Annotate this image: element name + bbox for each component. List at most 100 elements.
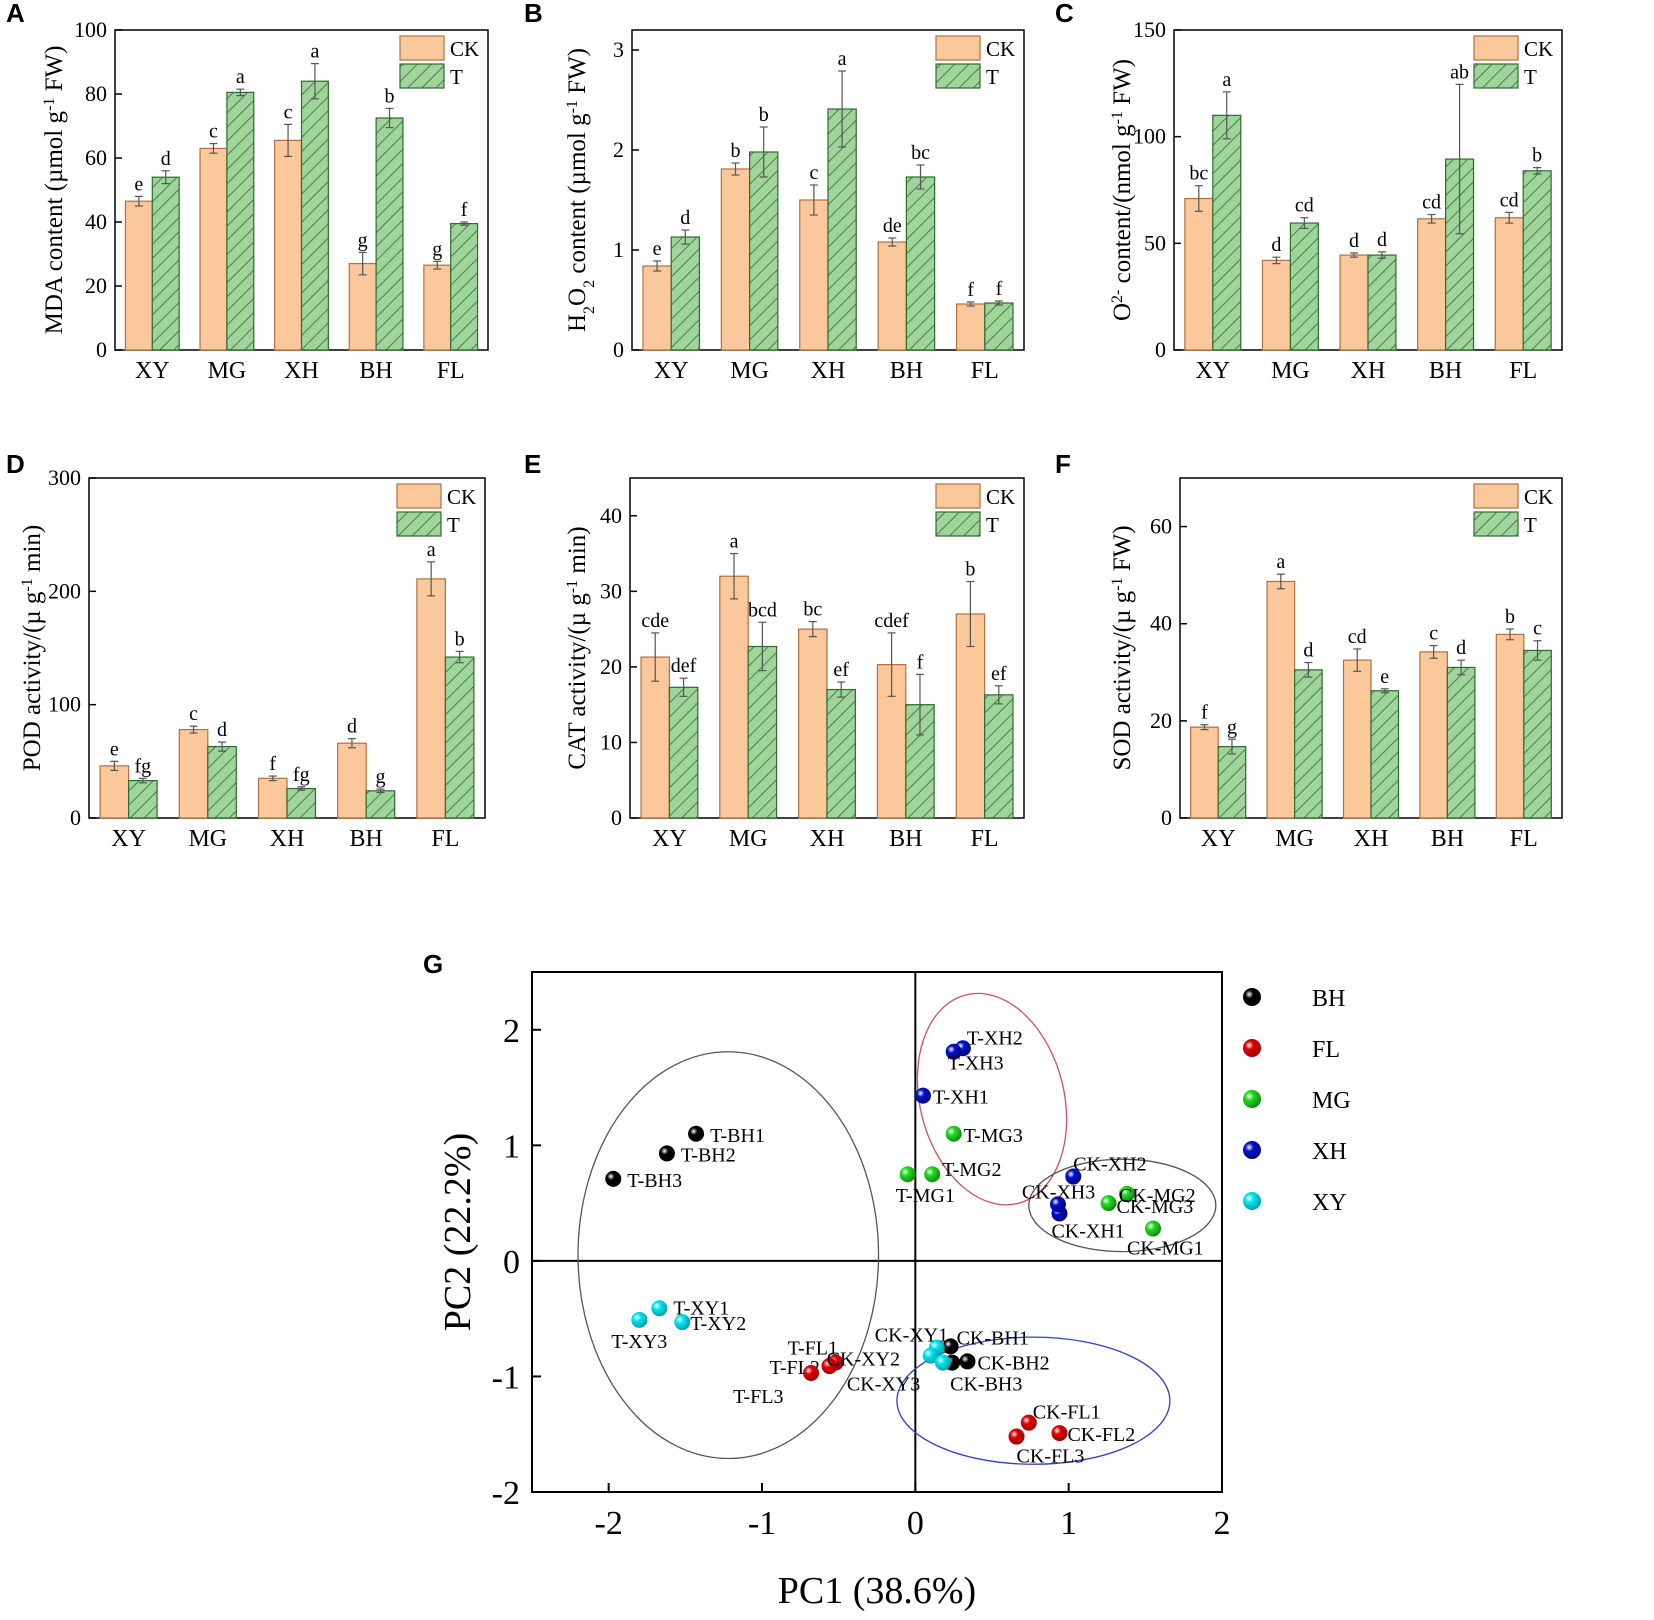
panel-b-y-tick-label: 3 [613, 37, 624, 62]
ellipse-CK-BH-FL [896, 1336, 1171, 1465]
panel-b-y-axis-label: H2O2 content (µmol g-1 FW) [564, 48, 598, 332]
panel-e-bar-ck [719, 575, 749, 819]
panel-a-significance-letter: a [236, 66, 245, 88]
panel-d-significance-letter: e [110, 738, 119, 760]
panel-g-x-tick-label: 2 [1214, 1505, 1231, 1542]
panel-g-x-tick-label: -2 [595, 1505, 623, 1542]
panel-c-category-label: XY [1195, 358, 1230, 384]
panel-c-significance-letter: cd [1295, 195, 1314, 217]
panel-f-letter: F [1055, 449, 1071, 479]
pca-point-label: CK-MG2 [1119, 1185, 1196, 1207]
panel-a-significance-letter: g [358, 229, 368, 251]
panel-b-significance-letter: d [680, 207, 690, 229]
panel-g-x-axis-label: PC1 (38.6%) [778, 1570, 976, 1612]
panel-e-category-label: MG [729, 826, 768, 852]
panel-e-significance-letter: ef [991, 663, 1007, 685]
panel-d-significance-letter: a [427, 539, 436, 561]
panel-b-bar-ck [799, 199, 829, 351]
panel-d-bar-ck [416, 578, 446, 819]
panel-e-y-tick-label: 40 [600, 503, 622, 528]
panel-d-bar-t [128, 779, 158, 819]
panel-d-y-tick-label: 300 [48, 465, 81, 490]
panel-a-legend-label-ck: CK [450, 37, 479, 61]
panel-f-significance-letter: d [1456, 637, 1466, 659]
panel-c-significance-letter: b [1532, 145, 1542, 167]
panel-g-y-tick-label: -1 [492, 1359, 520, 1396]
panel-f-category-label: XY [1201, 826, 1236, 852]
panel-b-category-label: XY [654, 358, 689, 384]
pca-legend-label-bh: BH [1312, 986, 1345, 1012]
panel-c-significance-letter: cd [1500, 189, 1519, 211]
pca-point-ck-xh2 [1065, 1168, 1082, 1185]
panel-e-legend-label-ck: CK [986, 485, 1015, 509]
panel-b-legend-label-ck: CK [986, 37, 1015, 61]
pca-point-t-bh2 [658, 1145, 675, 1162]
panel-c-category-label: MG [1271, 358, 1310, 384]
pca-point-label: T-FL3 [733, 1386, 783, 1408]
panel-e-significance-letter: bcd [748, 599, 777, 621]
pca-legend-marker-fl [1243, 1039, 1261, 1057]
pca-point-label: CK-BH1 [957, 1327, 1029, 1349]
pca-point-label: T-MG1 [896, 1185, 955, 1207]
panel-b-significance-letter: de [883, 215, 902, 237]
panel-g-letter: G [423, 949, 443, 979]
panel-b-significance-letter: f [996, 278, 1003, 300]
panel-e-y-tick-label: 10 [600, 729, 622, 754]
panel-f-significance-letter: e [1380, 666, 1389, 688]
pca-point-ck-xy3 [934, 1354, 951, 1371]
pca-point-label: CK-MG3 [1117, 1196, 1194, 1218]
panel-d-legend-label-ck: CK [447, 485, 476, 509]
panel-d-y-axis-label: POD activity/(µ g-1 min) [19, 525, 47, 771]
panel-c-significance-letter: d [1271, 234, 1281, 256]
panel-f-bar-t [1217, 745, 1247, 819]
panel-b-significance-letter: f [967, 279, 974, 301]
panel-e-significance-letter: cdef [874, 610, 909, 632]
panel-c-category-label: BH [1429, 358, 1462, 384]
pca-point-ck-fl1 [1020, 1414, 1037, 1431]
pca-legend-label-xy: XY [1312, 1190, 1347, 1216]
panel-a-significance-letter: b [385, 85, 395, 107]
pca-point-label: T-MG2 [942, 1159, 1001, 1181]
panels-root: A020406080100XYedMGcaXHcaBHgbFLgfCKTMDA … [6, 0, 1563, 1612]
panel-c-legend-label-t: T [1524, 65, 1537, 89]
pca-point-ck-mg3 [1100, 1195, 1117, 1212]
panel-e-significance-letter: ef [833, 659, 849, 681]
panel-f-legend-swatch-t [1473, 511, 1519, 537]
panel-c-y-axis-label: O2- content/(nmol g-1 FW) [1109, 59, 1137, 321]
panel-f-category-label: BH [1431, 826, 1464, 852]
panel-b-bar-ck [955, 303, 986, 351]
pca-point-label: T-BH2 [681, 1144, 736, 1166]
panel-a-category-label: XH [284, 358, 319, 384]
panel-c-y-tick-label: 50 [1144, 230, 1166, 255]
panel-g-y-axis-label: PC2 (22.2%) [437, 1133, 479, 1331]
pca-point-ck-bh1 [942, 1338, 959, 1355]
panel-d-significance-letter: c [189, 703, 198, 725]
panel-c-bar-ck [1339, 254, 1369, 351]
panel-c-legend-label-ck: CK [1524, 37, 1553, 61]
panel-c-bar-ck [1417, 218, 1447, 351]
panel-d-bar-ck [337, 742, 367, 819]
pca-point-label: CK-FL3 [1017, 1446, 1085, 1468]
panel-c-significance-letter: bc [1189, 163, 1208, 185]
panel-c-bar-ck [1261, 259, 1291, 351]
panel-g-y-tick-label: 0 [503, 1244, 520, 1281]
panel-f-y-tick-label: 0 [1161, 805, 1172, 830]
panel-a-y-tick-label: 80 [85, 81, 107, 106]
panel-a-bar-ck [124, 200, 153, 351]
pca-point-t-bh3 [605, 1170, 622, 1187]
panel-e-bar-t [747, 645, 778, 819]
panel-b-significance-letter: e [653, 238, 662, 260]
panel-f-bar-t [1293, 669, 1323, 819]
pca-point-label: T-BH3 [627, 1170, 682, 1192]
panel-e-significance-letter: a [730, 531, 739, 553]
panel-a-significance-letter: c [209, 121, 218, 143]
pca-point-t-xh1 [915, 1087, 931, 1104]
panel-e-bar-t [826, 688, 856, 819]
panel-b-significance-letter: bc [911, 142, 930, 164]
pca-point-label: CK-FL1 [1033, 1402, 1101, 1424]
panel-e-category-label: XY [652, 826, 687, 852]
panel-c-bar-ck [1184, 197, 1214, 351]
panel-f-y-tick-label: 60 [1150, 514, 1172, 539]
panel-b-category-label: MG [730, 358, 769, 384]
panel-d-legend-swatch-t [396, 511, 442, 537]
